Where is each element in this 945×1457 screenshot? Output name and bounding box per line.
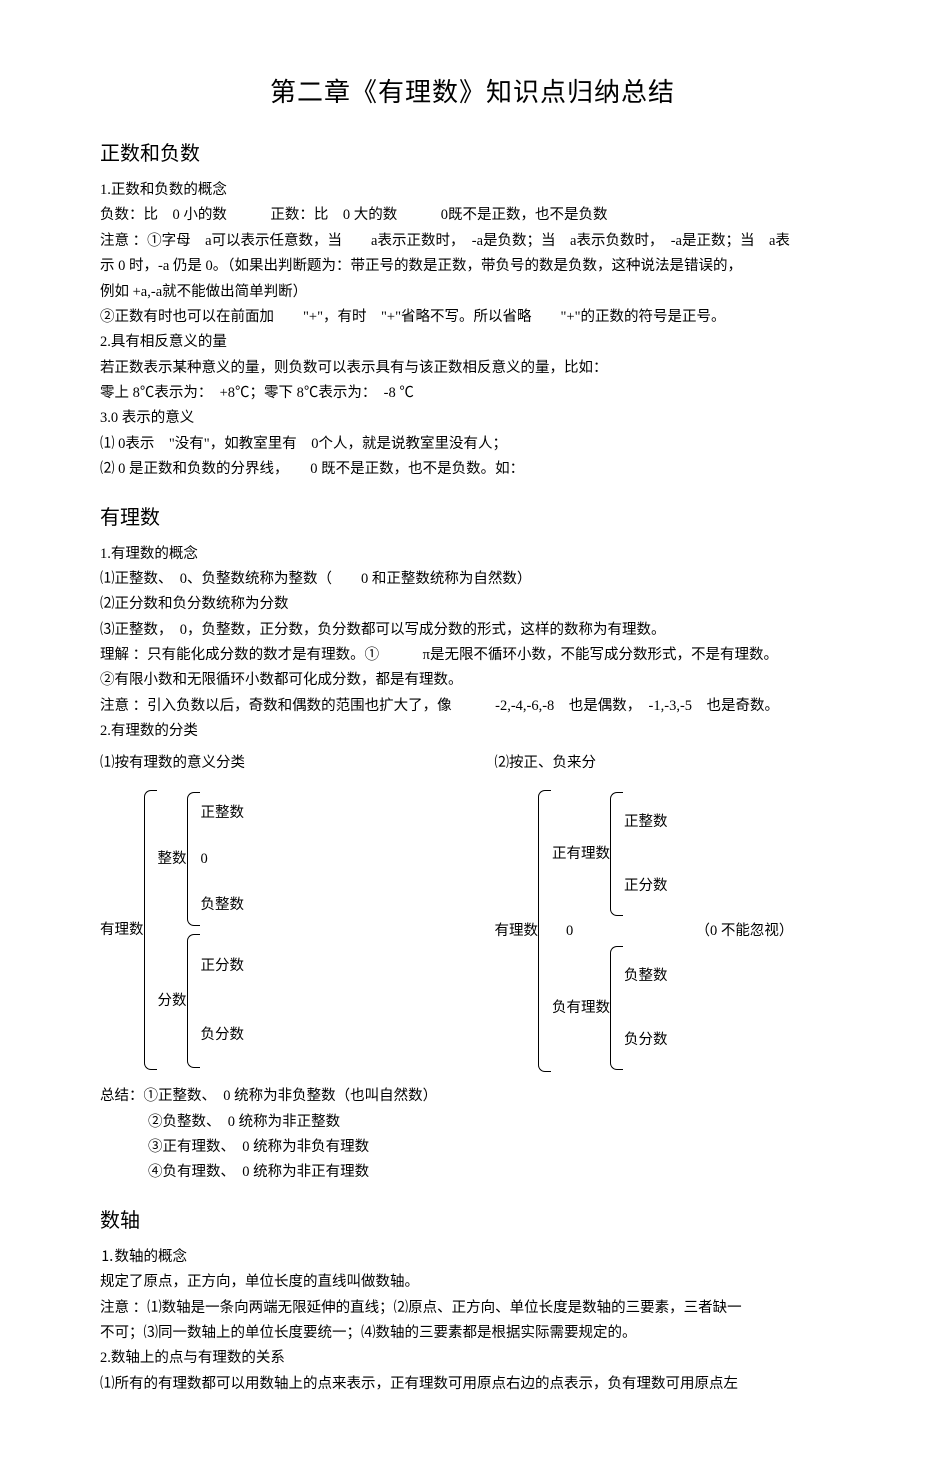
body-text: 注意 ：①字母 a可以表示任意数，当 a表示正数时， -a是负数；当 a表示负数…	[100, 229, 845, 254]
sub-heading: 2.数轴上的点与有理数的关系	[100, 1346, 845, 1371]
body-text: 注意 ：引入负数以后，奇数和偶数的范围也扩大了，像 -2,-4,-6,-8 也是…	[100, 694, 845, 719]
body-text: 零上 8℃表示为： +8℃；零下 8℃表示为： -8 ℃	[100, 381, 845, 406]
tree-node-label: 正有理数	[552, 843, 610, 865]
tree-leaf: 0	[552, 920, 668, 942]
body-text: 理解 ：只有能化成分数的数才是有理数。① π是无限不循环小数，不能写成分数形式，…	[100, 643, 845, 668]
tree-node-label: 分数	[158, 990, 187, 1012]
classification-row: ⑴按有理数的意义分类 有理数 整数 正整数 0 负整数	[100, 751, 845, 1077]
tree-node-label: 负有理数	[552, 997, 610, 1019]
body-text: ②正数有时也可以在前面加 "+"，有时 "+"省略不写。所以省略 "+"的正数的…	[100, 305, 845, 330]
tree-leaf: 正整数	[624, 811, 668, 833]
tree-root-label: 有理数	[100, 919, 144, 941]
body-text: 注意 ：⑴数轴是一条向两端无限延伸的直线；⑵原点、正方向、单位长度是数轴的三要素…	[100, 1296, 845, 1321]
brace-icon: 正整数 正分数	[610, 788, 668, 920]
tree-note: （0 不能忽视）	[696, 920, 794, 942]
brace-icon: 负整数 负分数	[610, 942, 668, 1074]
summary-line: 总结：①正整数、 0 统称为非负整数（也叫自然数）	[100, 1084, 845, 1109]
tree-root-label: 有理数	[495, 920, 539, 942]
brace-icon: 正有理数 正整数 正分数 0 负有理数	[538, 786, 668, 1076]
body-text: ⑴ 0表示 "没有"，如教室里有 0个人，就是说教室里没有人；	[100, 432, 845, 457]
sub-heading: 1.正数和负数的概念	[100, 178, 845, 203]
sub-heading: 2.具有相反意义的量	[100, 330, 845, 355]
body-text: ⑵正分数和负分数统称为分数	[100, 592, 845, 617]
tree-leaf: 正分数	[201, 955, 245, 977]
body-text: ⑴正整数、 0、负整数统称为整数（ 0 和正整数统称为自然数）	[100, 567, 845, 592]
tree-leaf: 负整数	[624, 965, 668, 987]
body-text: 负数：比 0 小的数 正数：比 0 大的数 0既不是正数，也不是负数	[100, 203, 845, 228]
tree-leaf: 负分数	[201, 1024, 245, 1046]
summary-line: ④负有理数、 0 统称为非正有理数	[100, 1160, 845, 1185]
body-text: 不可；⑶同一数轴上的单位长度要统一；⑷数轴的三要素都是根据实际需要规定的。	[100, 1321, 845, 1346]
tree-leaf: 0	[201, 848, 245, 870]
sub-heading: 2.有理数的分类	[100, 719, 845, 744]
summary-line: ②负整数、 0 统称为非正整数	[100, 1110, 845, 1135]
document-title: 第二章《有理数》知识点归纳总结	[100, 72, 845, 109]
tree-node-label: 整数	[158, 848, 187, 870]
body-text: 规定了原点，正方向，单位长度的直线叫做数轴。	[100, 1270, 845, 1295]
section-heading: 有理数	[100, 501, 845, 530]
body-text: ⑴所有的有理数都可以用数轴上的点来表示，正有理数可用原点右边的点表示，负有理数可…	[100, 1372, 845, 1397]
sub-heading: 1.有理数的概念	[100, 542, 845, 567]
body-text: ⑶正整数， 0，负整数，正分数，负分数都可以写成分数的形式，这样的数称为有理数。	[100, 618, 845, 643]
brace-icon: 正分数 负分数	[187, 930, 245, 1072]
tree-leaf: 正分数	[624, 875, 668, 897]
tree-leaf: 正整数	[201, 802, 245, 824]
section-heading: 数轴	[100, 1204, 845, 1233]
section-heading: 正数和负数	[100, 137, 845, 166]
sub-heading: 3.0 表示的意义	[100, 406, 845, 431]
classify-heading-2: ⑵按正、负来分	[495, 751, 846, 776]
body-text: 例如 +a,-a就不能做出简单判断）	[100, 280, 845, 305]
body-text: 示 0 时，-a 仍是 0。（如果出判断题为：带正号的数是正数，带负号的数是负数…	[100, 254, 845, 279]
classification-tree-2: 有理数 正有理数 正整数 正分数 0	[495, 786, 846, 1076]
summary-line: ③正有理数、 0 统称为非负有理数	[100, 1135, 845, 1160]
brace-icon: 整数 正整数 0 负整数 分数	[144, 786, 245, 1074]
tree-leaf: 负分数	[624, 1029, 668, 1051]
page: 第二章《有理数》知识点归纳总结 正数和负数 1.正数和负数的概念 负数：比 0 …	[0, 0, 945, 1457]
brace-icon: 正整数 0 负整数	[187, 788, 245, 930]
sub-heading: ⒈数轴的概念	[100, 1245, 845, 1270]
tree-leaf: 负整数	[201, 894, 245, 916]
body-text: ②有限小数和无限循环小数都可化成分数，都是有理数。	[100, 668, 845, 693]
body-text: ⑵ 0 是正数和负数的分界线， 0 既不是正数，也不是负数。如：	[100, 457, 845, 482]
body-text: 若正数表示某种意义的量，则负数可以表示具有与该正数相反意义的量，比如：	[100, 356, 845, 381]
classification-tree-1: 有理数 整数 正整数 0 负整数	[100, 786, 451, 1074]
classify-heading-1: ⑴按有理数的意义分类	[100, 751, 451, 776]
